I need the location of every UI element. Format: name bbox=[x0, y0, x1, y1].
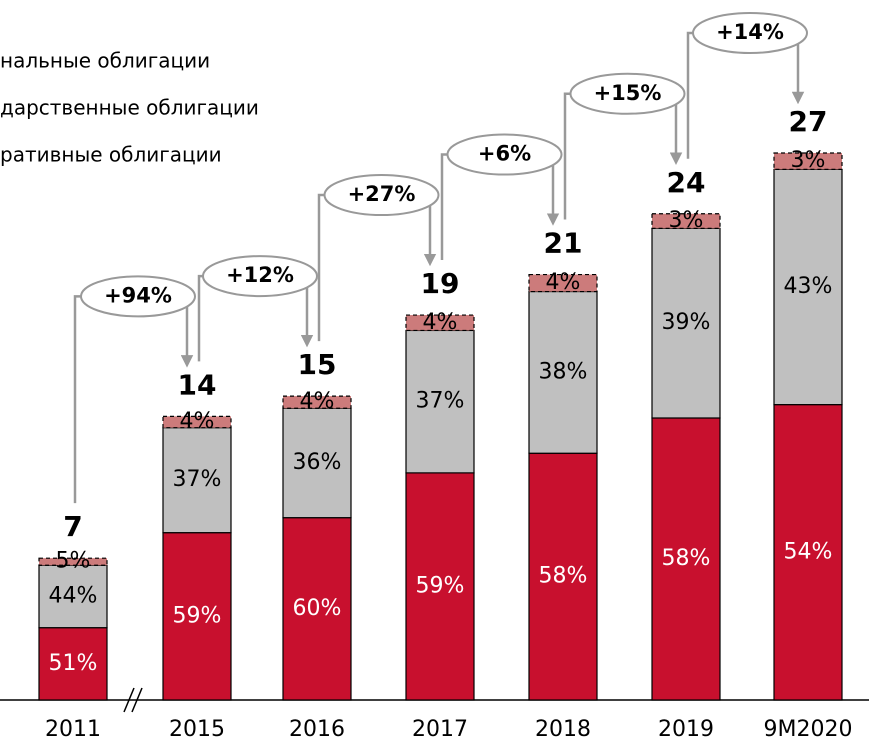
growth-bubble bbox=[569, 72, 686, 115]
segment-label: 4% bbox=[546, 270, 581, 295]
bar-segment bbox=[162, 532, 232, 701]
segment-label: 36% bbox=[293, 450, 342, 475]
growth-arrow bbox=[563, 92, 578, 220]
total-label: 27 bbox=[789, 105, 828, 138]
growth-bubble bbox=[692, 11, 808, 54]
segment-label: 60% bbox=[293, 596, 342, 621]
growth-bubble bbox=[446, 133, 563, 176]
growth-label: +14% bbox=[716, 20, 784, 44]
bar-segment bbox=[651, 213, 721, 229]
total-label: 21 bbox=[544, 227, 583, 260]
segment-label: 58% bbox=[539, 564, 588, 589]
bar-segment bbox=[773, 152, 843, 170]
legend-label: ративные облигации bbox=[0, 143, 222, 167]
x-tick-label: 2017 bbox=[412, 717, 468, 742]
growth-bubble bbox=[80, 275, 196, 318]
x-tick-label: 2019 bbox=[658, 717, 714, 742]
total-label: 24 bbox=[667, 166, 706, 199]
bar-segment bbox=[38, 557, 108, 566]
growth-arrow bbox=[317, 193, 332, 342]
axis-break bbox=[123, 687, 135, 713]
growth-label: +15% bbox=[594, 81, 662, 105]
segment-label: 39% bbox=[662, 310, 711, 335]
segment-label: 54% bbox=[784, 539, 833, 564]
x-tick-label: 2018 bbox=[535, 717, 591, 742]
bar-segment bbox=[528, 273, 598, 293]
total-label: 19 bbox=[421, 267, 460, 300]
segment-label: 59% bbox=[173, 603, 222, 628]
bar-segment bbox=[651, 227, 721, 419]
bar-segment bbox=[405, 314, 475, 332]
segment-label: 38% bbox=[539, 359, 588, 384]
bar-segment bbox=[651, 417, 721, 701]
bar-segment bbox=[773, 168, 843, 406]
x-tick-label: 2016 bbox=[289, 717, 345, 742]
bar-segment bbox=[405, 329, 475, 474]
bar-segment bbox=[162, 415, 232, 429]
growth-arrow bbox=[686, 31, 700, 159]
growth-bubble bbox=[323, 174, 440, 217]
segment-label: 37% bbox=[416, 389, 465, 414]
legend-label: дарственные облигации bbox=[0, 96, 259, 120]
segment-label: 4% bbox=[300, 389, 335, 414]
bar-segment bbox=[38, 627, 108, 701]
segment-label: 5% bbox=[56, 549, 91, 574]
segment-label: 4% bbox=[423, 310, 458, 335]
bar-segment bbox=[282, 517, 352, 701]
segment-label: 3% bbox=[791, 148, 826, 173]
legend-label: нальные облигации bbox=[0, 49, 210, 73]
growth-label: +94% bbox=[104, 283, 172, 307]
segment-label: 59% bbox=[416, 573, 465, 598]
growth-label: +6% bbox=[478, 142, 531, 166]
growth-label: +12% bbox=[226, 263, 294, 287]
x-tick-label: 2011 bbox=[45, 717, 101, 742]
bar-segment bbox=[162, 427, 232, 534]
x-tick-label: 9M2020 bbox=[764, 717, 853, 742]
segment-label: 58% bbox=[662, 546, 711, 571]
bar-segment bbox=[405, 472, 475, 701]
bar-segment bbox=[528, 290, 598, 454]
segment-label: 51% bbox=[49, 651, 98, 676]
total-label: 7 bbox=[63, 510, 82, 543]
bar-segment bbox=[282, 407, 352, 519]
bar-segment bbox=[773, 404, 843, 701]
segment-label: 3% bbox=[669, 208, 704, 233]
growth-arrow bbox=[73, 295, 88, 504]
bar-segment bbox=[528, 452, 598, 701]
growth-label: +27% bbox=[348, 182, 416, 206]
segment-label: 37% bbox=[173, 467, 222, 492]
axis-break bbox=[131, 687, 143, 713]
growth-arrow bbox=[440, 153, 455, 261]
x-tick-label: 2015 bbox=[169, 717, 225, 742]
segment-label: 43% bbox=[784, 274, 833, 299]
growth-bubble bbox=[202, 255, 318, 298]
growth-arrow bbox=[197, 274, 210, 362]
bar-segment bbox=[282, 395, 352, 409]
total-label: 14 bbox=[178, 368, 217, 401]
segment-label: 4% bbox=[180, 409, 215, 434]
segment-label: 44% bbox=[49, 583, 98, 608]
total-label: 15 bbox=[298, 348, 337, 381]
